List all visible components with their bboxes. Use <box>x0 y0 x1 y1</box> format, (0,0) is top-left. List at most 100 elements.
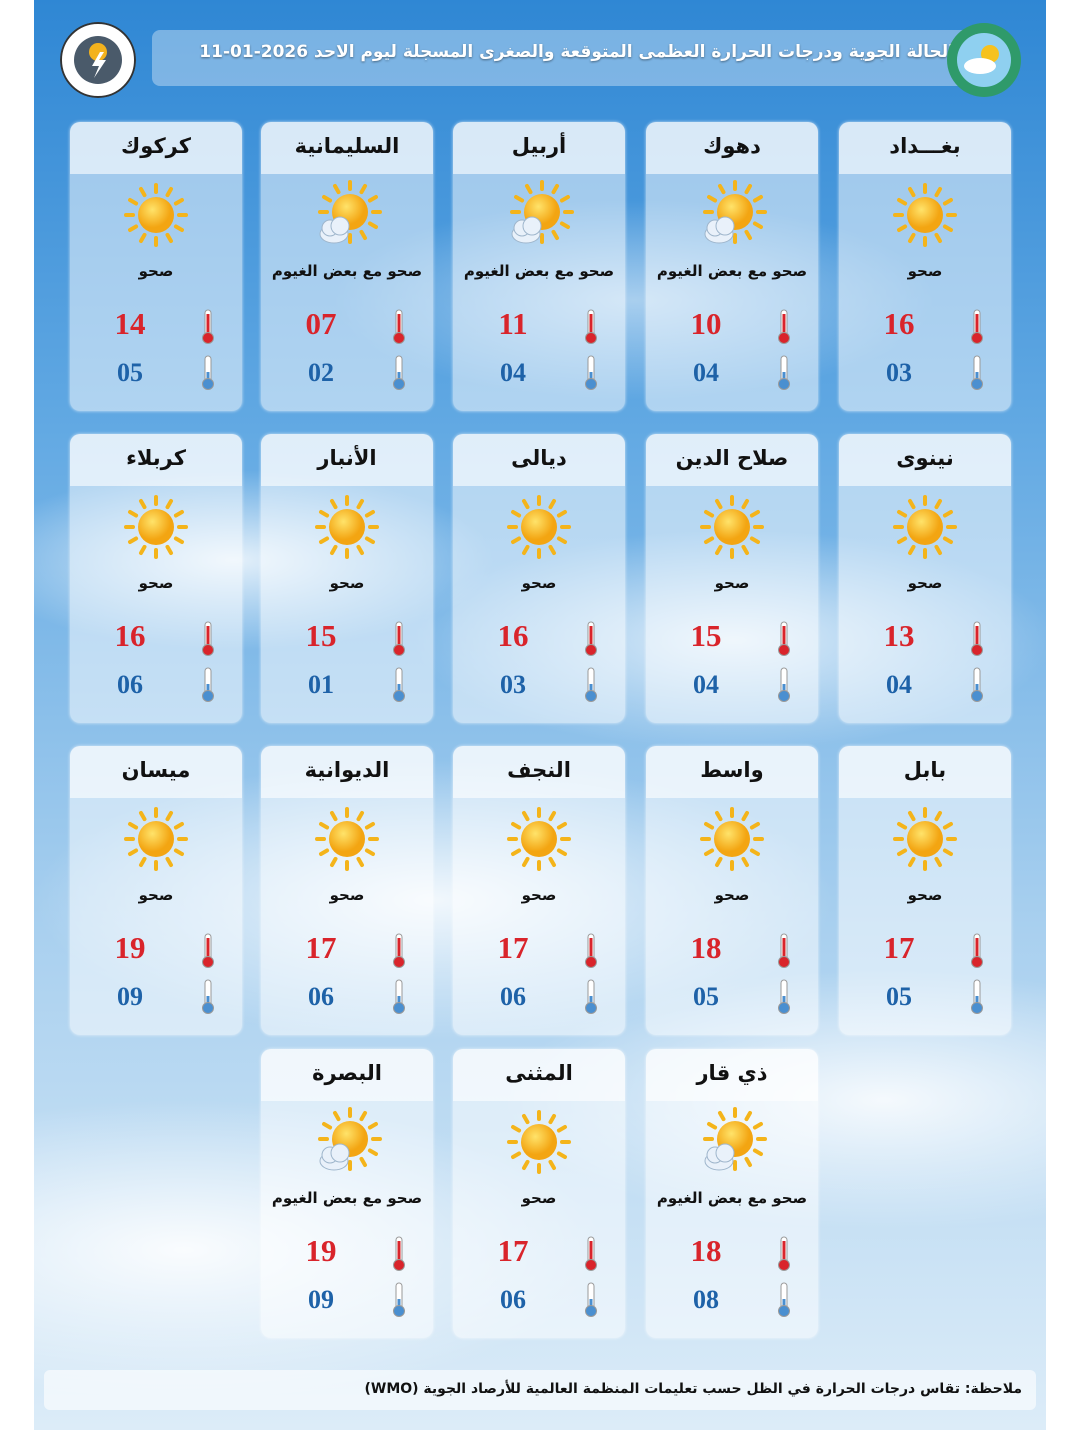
card-header <box>646 434 818 486</box>
card-header <box>453 434 625 486</box>
thermometer-min <box>971 979 983 1014</box>
city-card: البصرة صحو مع بعض الغيوم 19 09 <box>261 1049 433 1338</box>
condition: صحو مع بعض الغيوم <box>656 1189 808 1207</box>
thermometer-min <box>393 979 405 1014</box>
city-card: المثنى صحو 17 06 <box>453 1049 625 1338</box>
thermometer-min <box>202 979 214 1014</box>
max-temp: 16 <box>497 618 529 653</box>
thermometer-max <box>971 309 983 344</box>
weather-icon <box>507 807 571 871</box>
min-temp: 09 <box>308 1285 334 1314</box>
thermometer-min <box>778 355 790 390</box>
weather-icon <box>124 495 188 559</box>
card-header <box>453 1049 625 1101</box>
city-card: أربيل صحو مع بعض الغيوم 11 04 <box>453 122 625 411</box>
condition: صحو <box>907 886 943 904</box>
city-name: السليمانية <box>294 134 400 158</box>
condition: صحو <box>714 574 750 592</box>
condition: صحو مع بعض الغيوم <box>656 262 808 280</box>
thermometer-min <box>585 667 597 702</box>
weather-icon <box>510 180 574 244</box>
thermometer-min <box>778 667 790 702</box>
city-card: كركوك صحو 14 05 <box>70 122 242 411</box>
city-card: بابل صحو 17 05 <box>839 746 1011 1035</box>
weather-icon <box>315 495 379 559</box>
thermometer-max <box>585 621 597 656</box>
city-name: الديوانية <box>304 758 390 782</box>
condition: صحو مع بعض الغيوم <box>463 262 615 280</box>
card-header <box>453 746 625 798</box>
city-name: ذي قار <box>696 1061 768 1085</box>
card-header <box>70 434 242 486</box>
thermometer-max <box>778 621 790 656</box>
city-name: ميسان <box>121 758 191 782</box>
thermometer-max <box>778 933 790 968</box>
min-temp: 04 <box>500 358 526 387</box>
condition: صحو مع بعض الغيوم <box>271 1189 423 1207</box>
max-temp: 17 <box>497 930 529 965</box>
city-name: بابل <box>903 758 947 782</box>
max-temp: 15 <box>305 618 337 653</box>
thermometer-max <box>971 621 983 656</box>
condition: صحو <box>521 574 557 592</box>
city-name: النجف <box>507 758 571 782</box>
weather-icon <box>318 180 382 244</box>
max-temp: 07 <box>305 306 337 341</box>
city-card: واسط صحو 18 05 <box>646 746 818 1035</box>
city-name: الأنبار <box>317 446 377 470</box>
card-header <box>839 122 1011 174</box>
city-card: ديالى صحو 16 03 <box>453 434 625 723</box>
min-temp: 05 <box>117 358 143 387</box>
thermometer-min <box>393 1282 405 1317</box>
max-temp: 18 <box>690 1233 722 1268</box>
card-header <box>646 746 818 798</box>
min-temp: 04 <box>693 358 719 387</box>
condition: صحو <box>907 574 943 592</box>
max-temp: 19 <box>305 1233 337 1268</box>
thermometer-min <box>971 355 983 390</box>
city-card: النجف صحو 17 06 <box>453 746 625 1035</box>
max-temp: 19 <box>114 930 146 965</box>
thermometer-min <box>585 355 597 390</box>
city-card: الديوانية صحو 17 06 <box>261 746 433 1035</box>
poster: الحالة الجوية ودرجات الحرارة العظمى المت… <box>34 0 1046 1430</box>
city-name: كربلاء <box>126 446 186 470</box>
thermometer-min <box>393 667 405 702</box>
card-header <box>646 122 818 174</box>
min-temp: 06 <box>308 982 334 1011</box>
weather-icon <box>507 495 571 559</box>
thermometer-max <box>971 933 983 968</box>
condition: صحو <box>329 886 365 904</box>
condition: صحو <box>521 1189 557 1207</box>
note: ملاحظة: تقاس درجات الحرارة في الظل حسب ت… <box>364 1381 1022 1397</box>
city-name: بغـــداد <box>889 134 961 158</box>
min-temp: 04 <box>693 670 719 699</box>
weather-icon <box>700 495 764 559</box>
authority-logo <box>947 23 1021 97</box>
weather-icon <box>703 180 767 244</box>
city-card: السليمانية صحو مع بعض الغيوم 07 02 <box>261 122 433 411</box>
city-card: الأنبار صحو 15 01 <box>261 434 433 723</box>
city-name: دهوك <box>703 134 761 158</box>
thermometer-max <box>393 621 405 656</box>
title-bar: الحالة الجوية ودرجات الحرارة العظمى المت… <box>152 30 972 86</box>
min-temp: 05 <box>886 982 912 1011</box>
condition: صحو <box>521 886 557 904</box>
city-card: كربلاء صحو 16 06 <box>70 434 242 723</box>
card-header <box>646 1049 818 1101</box>
city-name: نينوى <box>896 446 954 470</box>
condition: صحو <box>138 262 174 280</box>
card-header <box>70 746 242 798</box>
max-temp: 13 <box>883 618 915 653</box>
weather-icon <box>507 1110 571 1174</box>
note-bar: ملاحظة: تقاس درجات الحرارة في الظل حسب ت… <box>44 1370 1036 1410</box>
weather-icon <box>893 495 957 559</box>
thermometer-min <box>202 667 214 702</box>
max-temp: 17 <box>497 1233 529 1268</box>
city-name: كركوك <box>121 134 191 158</box>
condition: صحو <box>138 574 174 592</box>
thermometer-min <box>393 355 405 390</box>
max-temp: 10 <box>690 306 722 341</box>
thermometer-max <box>393 1236 405 1271</box>
min-temp: 02 <box>308 358 334 387</box>
